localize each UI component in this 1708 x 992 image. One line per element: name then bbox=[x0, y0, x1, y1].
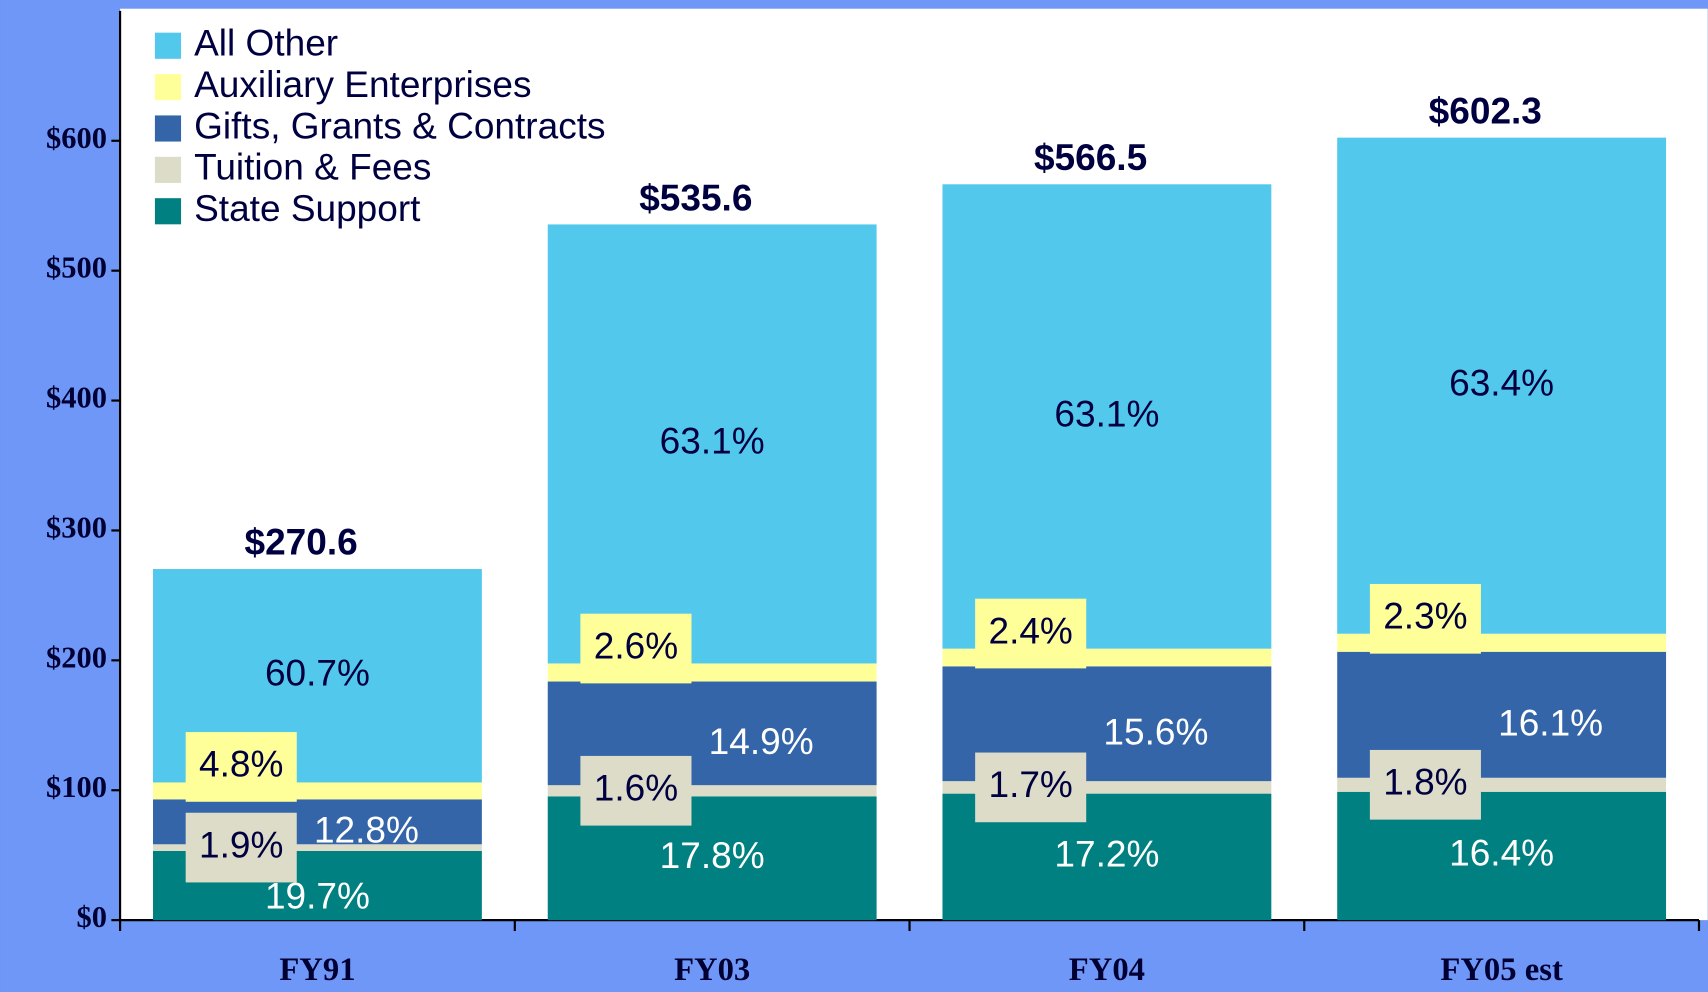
legend-swatch bbox=[154, 156, 182, 183]
x-tick-label: FY91 bbox=[279, 952, 355, 988]
label-box bbox=[580, 755, 692, 826]
data-label: 12.8% bbox=[314, 808, 419, 850]
data-label: 14.9% bbox=[709, 720, 814, 762]
bar-segment bbox=[942, 184, 1272, 649]
legend-label: All Other bbox=[194, 22, 338, 64]
label-box bbox=[580, 613, 692, 684]
bar-segment bbox=[547, 224, 877, 664]
data-label: 16.1% bbox=[1498, 701, 1603, 743]
label-box bbox=[975, 752, 1087, 823]
bar-segment bbox=[153, 844, 482, 851]
data-label: 1.6% bbox=[594, 767, 678, 809]
x-tick-label: FY03 bbox=[674, 952, 750, 988]
y-tick-label: $600 bbox=[46, 121, 107, 155]
data-label: 15.6% bbox=[1103, 710, 1208, 752]
legend-label: State Support bbox=[194, 187, 421, 229]
total-label: $535.6 bbox=[639, 176, 752, 218]
y-tick-label: $300 bbox=[46, 510, 107, 544]
data-label: 17.2% bbox=[1054, 833, 1159, 875]
total-label: $270.6 bbox=[244, 520, 357, 562]
x-tick-label: FY04 bbox=[1069, 952, 1145, 988]
legend-swatch bbox=[154, 32, 182, 59]
y-tick-label: $200 bbox=[46, 640, 107, 674]
data-label: 2.6% bbox=[594, 624, 678, 666]
data-label: 1.8% bbox=[1383, 761, 1467, 803]
data-label: 1.7% bbox=[988, 763, 1072, 805]
legend-label: Tuition & Fees bbox=[194, 146, 431, 188]
data-label: 63.4% bbox=[1449, 361, 1554, 403]
bar-segment bbox=[1337, 137, 1667, 634]
label-box bbox=[975, 598, 1087, 669]
total-label: $566.5 bbox=[1034, 136, 1147, 178]
legend-swatch bbox=[154, 115, 182, 142]
data-label: 1.9% bbox=[199, 823, 283, 865]
total-label: $602.3 bbox=[1429, 90, 1542, 132]
data-label: 63.1% bbox=[1054, 392, 1159, 434]
data-label: 16.4% bbox=[1449, 832, 1554, 874]
data-label: 63.1% bbox=[660, 420, 765, 462]
legend-label: Auxiliary Enterprises bbox=[194, 63, 531, 105]
y-tick-label: $400 bbox=[46, 381, 107, 415]
legend-swatch bbox=[154, 74, 182, 101]
label-box bbox=[1369, 749, 1481, 820]
data-label: 17.8% bbox=[660, 834, 765, 876]
label-box bbox=[185, 812, 297, 883]
data-label: 60.7% bbox=[265, 652, 370, 694]
legend-swatch bbox=[154, 198, 182, 225]
bar-segment bbox=[547, 785, 877, 797]
data-label: 4.8% bbox=[199, 743, 283, 785]
legend-label: Gifts, Grants & Contracts bbox=[194, 104, 605, 146]
data-label: 2.4% bbox=[988, 609, 1072, 651]
data-label: 2.3% bbox=[1383, 595, 1467, 637]
y-tick-label: $100 bbox=[46, 770, 107, 804]
y-tick-label: $0 bbox=[77, 900, 107, 934]
label-box bbox=[1369, 583, 1481, 654]
label-box bbox=[185, 732, 297, 802]
y-tick-label: $500 bbox=[46, 251, 107, 285]
x-tick-label: FY05 est bbox=[1440, 952, 1563, 988]
